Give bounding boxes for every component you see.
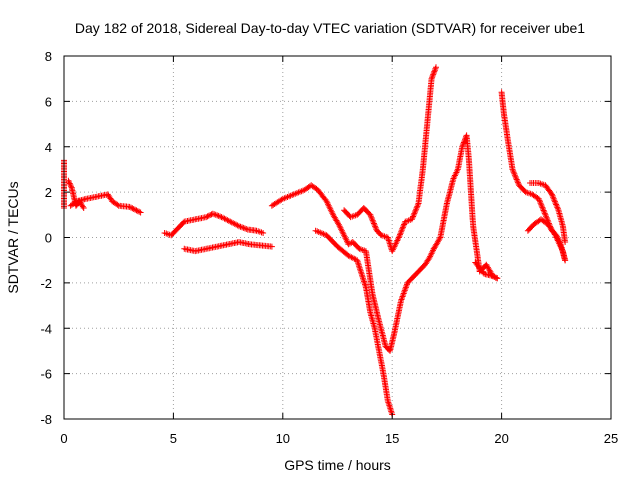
marker-path xyxy=(472,259,501,282)
marker-path xyxy=(161,210,267,239)
y-tick-label: 0 xyxy=(45,231,52,246)
series-t8 xyxy=(472,259,501,282)
y-tick-label: -8 xyxy=(40,412,52,427)
series-t1 xyxy=(67,191,144,216)
marker-path xyxy=(268,182,437,354)
y-tick-label: -4 xyxy=(40,321,52,336)
marker-path xyxy=(524,216,569,264)
x-tick-label: 5 xyxy=(170,431,177,446)
ticks: 0 5 10 15 20 25 -8 -6 -4 -2 0 2 4 6 8 xyxy=(40,49,618,446)
series-t10 xyxy=(524,216,569,264)
marker-path xyxy=(430,132,501,282)
marker-path xyxy=(527,180,569,245)
y-tick-label: 2 xyxy=(45,185,52,200)
series-t11 xyxy=(527,180,569,245)
x-axis-label: GPS time / hours xyxy=(284,457,391,473)
y-tick-label: 6 xyxy=(45,94,52,109)
y-tick-label: -6 xyxy=(40,367,52,382)
series-t4 xyxy=(268,182,437,354)
series-t6 xyxy=(341,64,439,255)
marker-path xyxy=(312,227,396,418)
y-axis-label: SDTVAR / TECUs xyxy=(5,181,21,293)
y-tick-label: -2 xyxy=(40,276,52,291)
series-t2 xyxy=(161,210,267,239)
x-tick-label: 25 xyxy=(604,431,618,446)
marker-path xyxy=(181,239,275,255)
marker-path xyxy=(67,191,144,216)
y-tick-label: 4 xyxy=(45,140,52,155)
series-t5 xyxy=(312,227,396,418)
y-tick-label: 8 xyxy=(45,49,52,64)
data-layer xyxy=(61,64,569,418)
chart-title: Day 182 of 2018, Sidereal Day-to-day VTE… xyxy=(75,20,585,36)
series-t3 xyxy=(181,239,275,255)
marker-path xyxy=(341,64,439,255)
grid xyxy=(64,56,611,419)
x-tick-label: 0 xyxy=(60,431,67,446)
x-tick-label: 10 xyxy=(276,431,290,446)
x-tick-label: 20 xyxy=(494,431,508,446)
x-tick-label: 15 xyxy=(385,431,399,446)
series-t7 xyxy=(430,132,501,282)
